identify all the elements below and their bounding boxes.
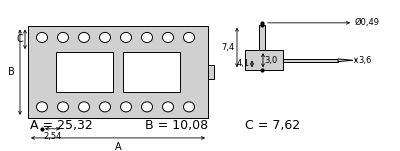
Text: B: B <box>8 67 15 77</box>
Polygon shape <box>338 59 353 62</box>
Circle shape <box>58 32 68 42</box>
Bar <box>56 52 113 92</box>
Circle shape <box>162 32 174 42</box>
Circle shape <box>36 102 48 112</box>
Circle shape <box>120 102 132 112</box>
Circle shape <box>36 32 48 42</box>
Circle shape <box>100 32 110 42</box>
Text: 3,0: 3,0 <box>264 56 277 65</box>
Text: 4,1: 4,1 <box>237 59 250 68</box>
Text: 2,54: 2,54 <box>43 132 62 141</box>
Text: 7,4: 7,4 <box>222 43 235 52</box>
Text: Ø0,49: Ø0,49 <box>355 18 380 27</box>
Text: C = 7,62: C = 7,62 <box>245 119 300 132</box>
Circle shape <box>78 32 90 42</box>
Text: C: C <box>16 34 23 44</box>
Circle shape <box>142 32 152 42</box>
Bar <box>245 50 283 70</box>
Text: 3,6: 3,6 <box>358 56 371 65</box>
Circle shape <box>162 102 174 112</box>
Circle shape <box>184 32 194 42</box>
Bar <box>208 65 214 79</box>
Circle shape <box>120 32 132 42</box>
Circle shape <box>184 102 194 112</box>
Circle shape <box>78 102 90 112</box>
Bar <box>28 26 208 118</box>
Circle shape <box>58 102 68 112</box>
Text: A = 25,32: A = 25,32 <box>30 119 93 132</box>
Text: A: A <box>115 142 121 151</box>
Circle shape <box>100 102 110 112</box>
Circle shape <box>142 102 152 112</box>
Bar <box>259 25 265 50</box>
Bar <box>123 52 180 92</box>
Text: B = 10,08: B = 10,08 <box>145 119 208 132</box>
Bar <box>283 59 338 62</box>
